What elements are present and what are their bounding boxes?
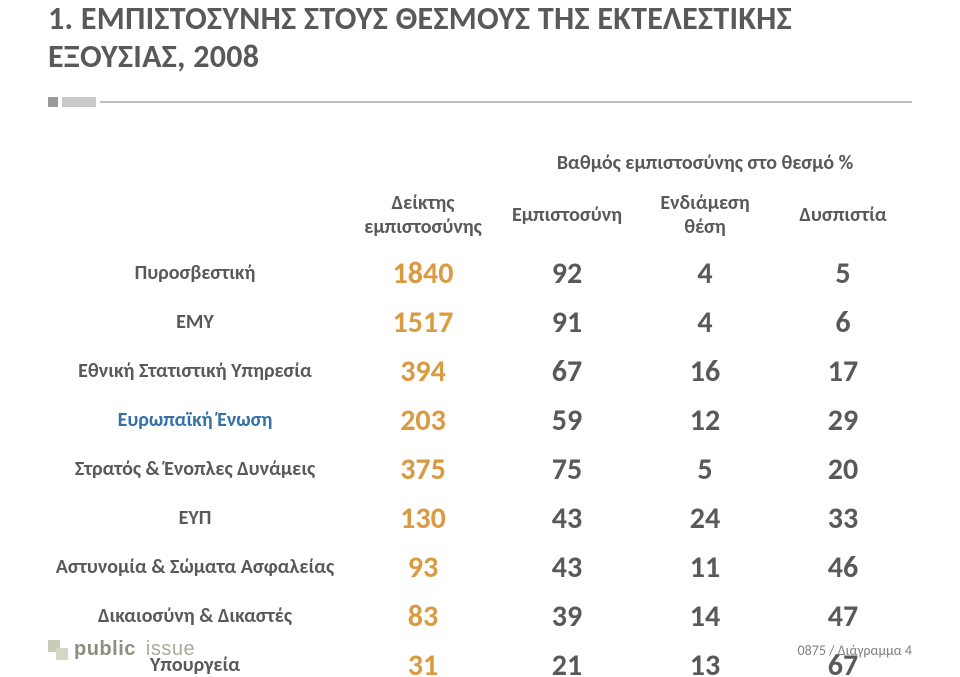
row-value: 16 (636, 347, 774, 396)
row-value: 20 (774, 445, 912, 494)
row-index: 130 (348, 494, 498, 543)
row-index: 31 (348, 641, 498, 677)
logo-icon (48, 640, 68, 660)
slide-title: 1. ΕΜΠΙΣΤΟΣΥΝΗΣ ΣΤΟΥΣ ΘΕΣΜΟΥΣ ΤΗΣ ΕΚΤΕΛΕ… (48, 0, 912, 77)
header-trust: Εμπιστοσύνη (498, 185, 636, 249)
table-row: Αστυνομία & Σώματα Ασφαλείας93431146 (48, 543, 912, 592)
header-middle: Ενδιάμεση θέση (636, 185, 774, 249)
row-label: Εθνική Στατιστική Υπηρεσία (48, 347, 348, 396)
row-value: 6 (774, 298, 912, 347)
table-row: ΕΥΠ130432433 (48, 494, 912, 543)
row-value: 4 (636, 249, 774, 298)
row-label: ΕΜΥ (48, 298, 348, 347)
table-row: Δικαιοσύνη & Δικαστές83391447 (48, 592, 912, 641)
brand-word-2: issue (146, 638, 195, 661)
title-line-1: 1. ΕΜΠΙΣΤΟΣΥΝΗΣ ΣΤΟΥΣ ΘΕΣΜΟΥΣ ΤΗΣ ΕΚΤΕΛΕ… (48, 0, 792, 38)
row-label: Στρατός & Ένοπλες Δυνάμεις (48, 445, 348, 494)
row-value: 17 (774, 347, 912, 396)
row-label: ΕΥΠ (48, 494, 348, 543)
row-value: 4 (636, 298, 774, 347)
divider-block-icon (48, 97, 58, 107)
trust-table: Βαθμός εμπιστοσύνης στο θεσμό % Δείκτης … (48, 145, 912, 677)
brand-word-1: public (74, 638, 136, 661)
row-value: 91 (498, 298, 636, 347)
table-row: ΕΜΥ15179146 (48, 298, 912, 347)
divider-block-icon (62, 97, 96, 107)
row-value: 33 (774, 494, 912, 543)
row-label: Ευρωπαϊκή Ένωση (48, 396, 348, 445)
row-value: 39 (498, 592, 636, 641)
row-index: 203 (348, 396, 498, 445)
header-index: Δείκτης εμπιστοσύνης (348, 185, 498, 249)
row-value: 21 (498, 641, 636, 677)
row-index: 83 (348, 592, 498, 641)
table-row: Πυροσβεστική18409245 (48, 249, 912, 298)
row-value: 46 (774, 543, 912, 592)
row-value: 75 (498, 445, 636, 494)
row-value: 11 (636, 543, 774, 592)
row-value: 14 (636, 592, 774, 641)
row-label: Πυροσβεστική (48, 249, 348, 298)
table-body: Πυροσβεστική18409245ΕΜΥ15179146Εθνική Στ… (48, 249, 912, 677)
row-index: 1517 (348, 298, 498, 347)
footer-id: 0875 / Διάγραμμα 4 (798, 642, 912, 659)
row-index: 394 (348, 347, 498, 396)
row-value: 24 (636, 494, 774, 543)
row-index: 93 (348, 543, 498, 592)
row-index: 375 (348, 445, 498, 494)
row-value: 43 (498, 543, 636, 592)
row-value: 59 (498, 396, 636, 445)
row-value: 12 (636, 396, 774, 445)
row-value: 92 (498, 249, 636, 298)
divider-line-icon (100, 101, 912, 103)
row-value: 13 (636, 641, 774, 677)
table-row: Ευρωπαϊκή Ένωση203591229 (48, 396, 912, 445)
title-divider (48, 97, 912, 107)
row-value: 47 (774, 592, 912, 641)
table-row: Στρατός & Ένοπλες Δυνάμεις37575520 (48, 445, 912, 494)
table-superheader: Βαθμός εμπιστοσύνης στο θεσμό % (498, 145, 912, 185)
title-line-2: ΕΞΟΥΣΙΑΣ, 2008 (48, 37, 259, 76)
row-value: 5 (774, 249, 912, 298)
row-value: 43 (498, 494, 636, 543)
row-value: 67 (498, 347, 636, 396)
row-value: 29 (774, 396, 912, 445)
table-row: Εθνική Στατιστική Υπηρεσία394671617 (48, 347, 912, 396)
row-value: 5 (636, 445, 774, 494)
row-label: Αστυνομία & Σώματα Ασφαλείας (48, 543, 348, 592)
row-label: Δικαιοσύνη & Δικαστές (48, 592, 348, 641)
row-index: 1840 (348, 249, 498, 298)
header-distrust: Δυσπιστία (774, 185, 912, 249)
footer-logo: public issue (48, 638, 195, 661)
